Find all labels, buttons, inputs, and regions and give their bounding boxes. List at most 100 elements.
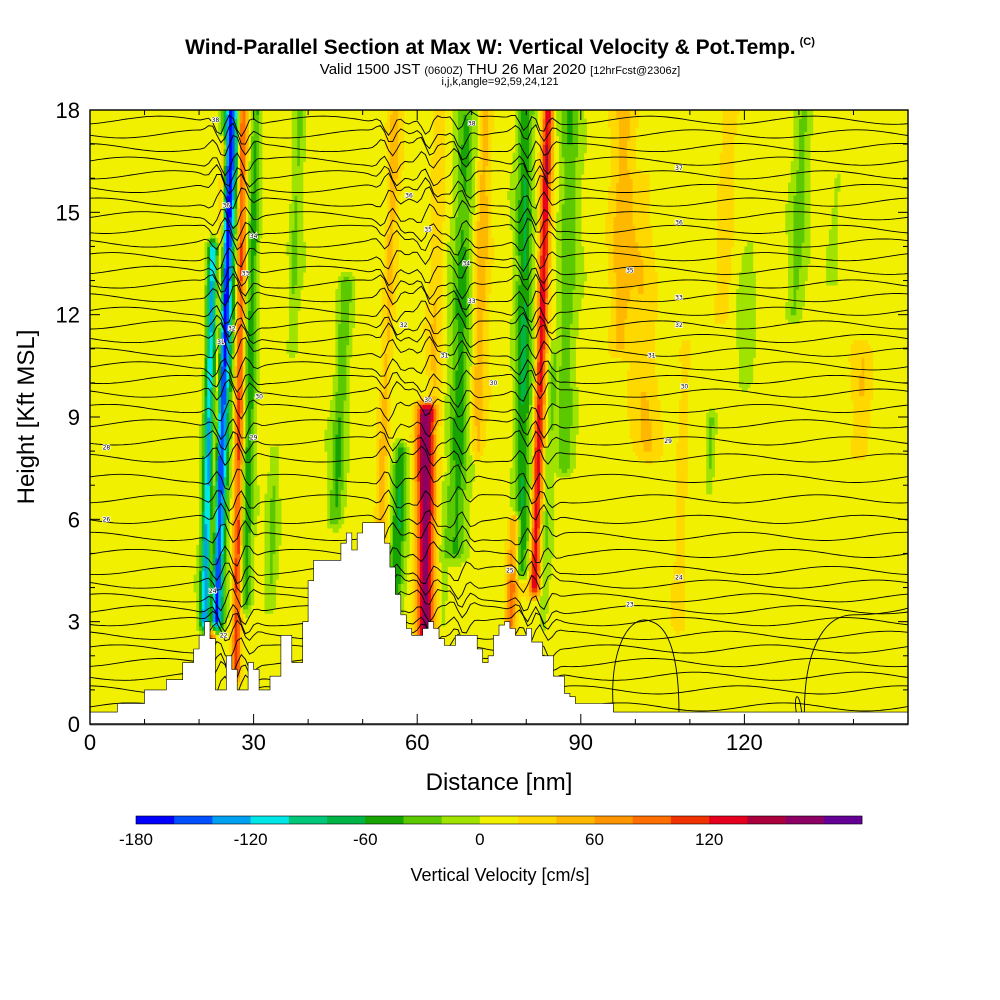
velocity-cell: [569, 327, 579, 333]
velocity-cell: [534, 365, 538, 371]
velocity-cell: [711, 463, 716, 469]
velocity-cell: [474, 340, 478, 346]
velocity-cell: [452, 455, 465, 461]
velocity-cell: [417, 621, 421, 627]
velocity-cell: [245, 399, 249, 405]
velocity-cell: [550, 340, 563, 346]
velocity-cell: [218, 463, 225, 469]
velocity-cell: [250, 579, 255, 584]
velocity-cell: [218, 536, 222, 542]
chart-title: Wind-Parallel Section at Max W: Vertical…: [0, 36, 1000, 60]
velocity-cell: [239, 672, 244, 678]
velocity-cell: [512, 434, 516, 439]
velocity-cell: [539, 472, 544, 478]
velocity-cell: [269, 498, 277, 503]
velocity-cell: [231, 348, 236, 354]
velocity-cell: [515, 625, 519, 631]
velocity-cell: [458, 532, 465, 537]
velocity-cell: [534, 327, 538, 333]
velocity-cell: [545, 540, 549, 546]
velocity-cell: [379, 485, 386, 491]
velocity-cell: [463, 549, 470, 555]
velocity-cell: [553, 425, 560, 431]
velocity-cell: [411, 536, 416, 542]
velocity-cell: [218, 391, 222, 397]
velocity-cell: [411, 404, 416, 410]
velocity-cell: [229, 267, 233, 273]
velocity-cell: [534, 506, 538, 512]
velocity-cell: [441, 519, 448, 525]
velocity-cell: [234, 510, 241, 516]
velocity-cell: [414, 510, 418, 516]
velocity-cell: [245, 335, 249, 341]
velocity-cell: [610, 293, 617, 299]
velocity-cell: [239, 297, 244, 303]
velocity-cell: [539, 498, 544, 503]
velocity-cell: [346, 387, 350, 393]
velocity-cell: [231, 331, 236, 337]
velocity-cell: [458, 515, 465, 520]
velocity-cell: [433, 417, 437, 422]
velocity-cell: [226, 446, 230, 452]
velocity-cell: [466, 468, 476, 474]
velocity-cell: [439, 421, 443, 427]
velocity-cell: [267, 485, 274, 491]
velocity-cell: [218, 331, 222, 337]
velocity-cell: [237, 276, 241, 282]
velocity-cell: [504, 570, 508, 576]
velocity-cell: [430, 472, 435, 478]
velocity-cell: [861, 357, 865, 363]
velocity-cell: [220, 600, 225, 606]
velocity-cell: [234, 587, 238, 593]
velocity-cell: [220, 617, 225, 623]
velocity-cell: [392, 451, 396, 456]
velocity-cell: [444, 532, 456, 537]
velocity-cell: [387, 353, 394, 358]
velocity-cell: [414, 451, 418, 456]
velocity-cell: [428, 387, 440, 393]
velocity-cell: [681, 340, 691, 346]
velocity-cell: [528, 417, 533, 422]
velocity-cell: [414, 570, 418, 576]
velocity-cell: [518, 297, 530, 303]
velocity-cell: [518, 276, 522, 282]
velocity-cell: [507, 583, 511, 589]
velocity-cell: [220, 272, 225, 277]
velocity-cell: [458, 527, 465, 533]
velocity-cell: [248, 391, 255, 397]
velocity-cell: [403, 570, 407, 576]
velocity-cell: [673, 625, 686, 631]
velocity-cell: [449, 442, 454, 448]
velocity-cell: [237, 655, 241, 661]
velocity-cell: [736, 293, 756, 299]
velocity-cell: [651, 442, 664, 448]
velocity-cell: [327, 417, 336, 422]
velocity-cell: [237, 395, 241, 401]
velocity-cell: [245, 455, 252, 461]
velocity-cell: [215, 259, 219, 265]
velocity-cell: [239, 566, 244, 572]
velocity-cell: [237, 472, 241, 478]
velocity-cell: [853, 425, 868, 431]
velocity-cell: [414, 459, 418, 465]
velocity-cell: [193, 579, 200, 584]
velocity-cell: [199, 446, 203, 452]
velocity-cell: [531, 331, 536, 337]
velocity-cell: [237, 272, 241, 277]
velocity-cell: [384, 472, 388, 478]
velocity-cell: [452, 306, 456, 311]
velocity-cell: [515, 532, 519, 537]
velocity-cell: [452, 451, 465, 456]
velocity-cell: [788, 263, 795, 269]
velocity-cell: [452, 361, 459, 367]
velocity-cell: [447, 306, 454, 311]
velocity-cell: [548, 331, 552, 337]
velocity-cell: [466, 485, 473, 491]
velocity-cell: [569, 429, 579, 435]
velocity-cell: [738, 348, 756, 354]
velocity-cell: [411, 591, 416, 597]
velocity-cell: [215, 570, 222, 576]
velocity-cell: [463, 532, 470, 537]
velocity-cell: [389, 306, 396, 311]
velocity-cell: [231, 655, 236, 661]
